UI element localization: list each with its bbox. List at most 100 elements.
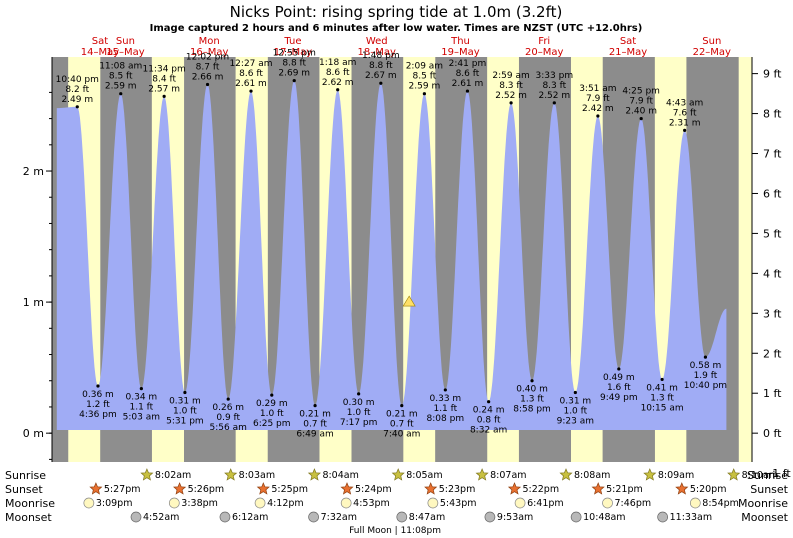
sunrise-time: 8:07am	[490, 470, 526, 481]
high-tide-feet: 8.5 ft	[413, 72, 437, 82]
sunrise-icon	[140, 468, 154, 481]
high-tide-metres: 2.57 m	[148, 84, 180, 94]
sunrise-time: 8:10am	[742, 470, 778, 481]
low-tide-metres: 0.31 m	[169, 397, 201, 407]
sunrise-icon	[224, 468, 238, 481]
moonset-icon	[657, 511, 668, 523]
sunset-icon	[675, 482, 689, 495]
sunrise-icon	[643, 468, 657, 481]
right-tick-label: −1 ft	[763, 467, 791, 480]
sunrise-icon	[391, 468, 405, 481]
day-of-week-label: Sun	[702, 36, 721, 47]
low-tide-time: 4:36 pm	[79, 410, 117, 420]
high-tide-metres: 2.31 m	[669, 118, 701, 128]
night-band-lower	[100, 430, 152, 462]
sunrise-icon	[559, 468, 573, 481]
right-tick-label: 0 ft	[763, 427, 782, 440]
high-tide-time: 2:09 am	[406, 62, 443, 72]
low-tide-metres: 0.40 m	[516, 385, 548, 395]
high-tide-feet: 7.6 ft	[673, 108, 697, 118]
low-tide-feet: 1.0 ft	[173, 407, 197, 417]
sunset-icon	[591, 482, 605, 495]
day-of-week-label: Wed	[366, 36, 388, 47]
sunset-icon	[173, 482, 187, 495]
moonset-time: 7:32am	[321, 512, 357, 523]
right-tick-label: 1 ft	[763, 387, 782, 400]
high-tide-feet: 7.9 ft	[629, 97, 653, 107]
high-tide-metres: 2.40 m	[625, 107, 657, 117]
low-tide-metres: 0.49 m	[603, 373, 635, 383]
moonset-icon	[219, 511, 231, 523]
sunrise-time: 8:09am	[658, 470, 694, 481]
sunrise-time: 8:04am	[322, 470, 358, 481]
low-tide-feet: 0.9 ft	[216, 413, 240, 423]
moonrise-time: 7:46pm	[615, 498, 652, 509]
moonset-icon	[570, 511, 582, 523]
sunrise-time: 8:02am	[155, 470, 191, 481]
moonrise-row-label-right: Moonrise	[738, 497, 788, 510]
sunrise-row-label-left: Sunrise	[5, 469, 46, 482]
high-tide-time: 4:25 pm	[622, 87, 660, 97]
high-tide-point	[465, 89, 470, 93]
day-date-label: 14–May	[81, 47, 119, 58]
low-tide-metres: 0.41 m	[646, 383, 678, 393]
night-band-lower	[351, 430, 404, 462]
high-tide-metres: 2.62 m	[322, 78, 354, 88]
high-tide-time: 11:08 am	[99, 62, 142, 72]
day-date-label: 22–May	[693, 47, 731, 58]
moonrise-time: 3:38pm	[181, 498, 218, 509]
low-tide-point	[617, 367, 621, 371]
high-tide-point	[639, 117, 643, 121]
low-tide-metres: 0.26 m	[212, 403, 244, 413]
low-tide-point	[139, 387, 143, 391]
tide-area	[56, 80, 727, 430]
high-tide-metres: 2.61 m	[452, 79, 484, 89]
low-tide-metres: 0.33 m	[430, 394, 462, 404]
left-tick-label: 2 m	[23, 165, 44, 178]
low-tide-point	[400, 404, 404, 408]
high-tide-time: 3:33 pm	[536, 71, 574, 81]
moonset-icon	[396, 511, 408, 523]
high-tide-point	[75, 105, 79, 109]
high-tide-point	[683, 128, 687, 132]
low-tide-metres: 0.21 m	[299, 410, 331, 420]
low-tide-feet: 0.8 ft	[477, 416, 501, 426]
high-tide-time: 2:59 am	[492, 71, 529, 81]
low-tide-time: 9:49 pm	[600, 393, 638, 403]
low-tide-time: 9:23 am	[557, 417, 594, 427]
day-of-week-label: Thu	[450, 36, 470, 47]
night-band-lower	[435, 430, 488, 462]
right-tick-label: 3 ft	[763, 307, 782, 320]
low-tide-feet: 1.3 ft	[650, 393, 674, 403]
moonrise-icon	[254, 497, 266, 509]
high-tide-feet: 8.5 ft	[109, 72, 133, 82]
high-tide-metres: 2.59 m	[105, 82, 137, 92]
low-tide-metres: 0.21 m	[386, 410, 418, 420]
day-date-label: 20–May	[525, 47, 563, 58]
right-tick-label: 5 ft	[763, 227, 782, 240]
sunset-time: 5:23pm	[439, 484, 476, 495]
sunset-time: 5:20pm	[690, 484, 727, 495]
moonrise-icon	[427, 497, 439, 509]
chart-subtitle: Image captured 2 hours and 6 minutes aft…	[150, 23, 643, 34]
high-tide-point	[249, 89, 253, 93]
low-tide-point	[573, 390, 577, 395]
night-band-lower	[686, 430, 739, 462]
high-tide-point	[292, 78, 296, 83]
moonset-time: 9:53am	[497, 512, 533, 523]
low-tide-point	[487, 400, 491, 404]
moonrise-time: 6:41pm	[527, 498, 564, 509]
low-tide-metres: 0.31 m	[560, 397, 592, 407]
moonset-row-label-left: Moonset	[5, 511, 52, 524]
moonrise-icon	[168, 497, 180, 509]
sunset-icon	[89, 482, 103, 495]
low-tide-time: 10:40 pm	[684, 381, 727, 391]
day-of-week-label: Sat	[620, 36, 636, 47]
sunrise-time: 8:08am	[574, 470, 610, 481]
low-tide-point	[313, 404, 317, 408]
moonrise-time: 5:43pm	[440, 498, 477, 509]
sunset-row-label-right: Sunset	[750, 483, 788, 496]
moonset-time: 11:33am	[670, 512, 712, 523]
high-tide-time: 12:27 am	[229, 59, 272, 69]
